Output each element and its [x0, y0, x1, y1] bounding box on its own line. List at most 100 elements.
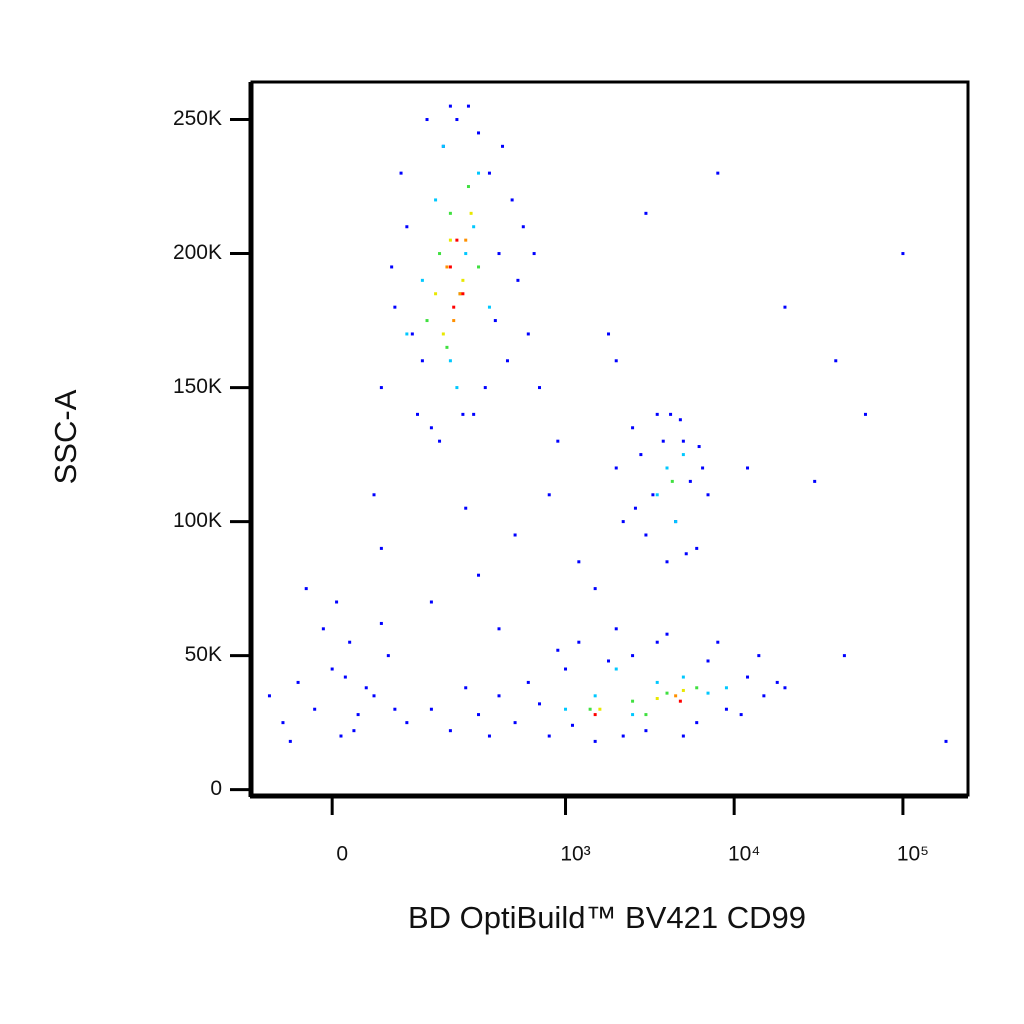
point	[834, 359, 838, 363]
point	[695, 721, 699, 725]
point	[501, 144, 505, 148]
point	[639, 453, 643, 457]
point	[458, 292, 462, 296]
point	[681, 688, 685, 692]
point	[526, 332, 530, 336]
point	[483, 386, 487, 390]
point	[739, 713, 743, 717]
point	[706, 691, 710, 695]
point	[813, 479, 817, 483]
point	[466, 185, 470, 189]
x-tick-label: 10⁵	[897, 843, 929, 866]
point	[379, 386, 383, 390]
point	[842, 654, 846, 658]
point	[455, 386, 459, 390]
point	[296, 680, 300, 684]
point	[644, 533, 648, 537]
point	[944, 739, 948, 743]
point	[464, 252, 468, 256]
point	[343, 675, 347, 679]
point	[386, 654, 390, 658]
point	[477, 265, 481, 269]
point	[669, 412, 673, 416]
point	[513, 721, 517, 725]
point	[633, 506, 637, 510]
point	[665, 560, 669, 564]
point	[593, 739, 597, 743]
point	[706, 493, 710, 497]
point	[461, 412, 465, 416]
point	[477, 713, 481, 717]
y-tick-label: 50K	[185, 643, 222, 666]
point	[429, 426, 433, 430]
point	[783, 686, 787, 690]
point	[661, 439, 665, 443]
point	[614, 667, 618, 671]
point	[477, 573, 481, 577]
point	[695, 546, 699, 550]
point	[330, 667, 334, 671]
point	[448, 211, 452, 215]
point	[281, 721, 285, 725]
point	[621, 734, 625, 738]
point	[416, 412, 420, 416]
point	[372, 694, 376, 698]
point	[674, 520, 678, 524]
point	[670, 479, 674, 483]
point	[469, 211, 473, 215]
point	[556, 648, 560, 652]
point	[547, 734, 551, 738]
point	[701, 466, 705, 470]
point	[452, 319, 456, 323]
point	[420, 359, 424, 363]
point	[487, 734, 491, 738]
point	[304, 587, 308, 591]
point	[464, 686, 468, 690]
point	[434, 292, 438, 296]
point	[441, 332, 445, 336]
point	[655, 412, 659, 416]
point	[724, 707, 728, 711]
point	[783, 305, 787, 309]
point	[445, 265, 449, 269]
point	[513, 533, 517, 537]
point	[665, 632, 669, 636]
point	[716, 171, 720, 175]
point	[372, 493, 376, 497]
point	[678, 418, 682, 422]
point	[335, 600, 339, 604]
point	[593, 713, 597, 717]
point	[339, 734, 343, 738]
y-tick-label: 250K	[173, 107, 222, 130]
point	[631, 699, 635, 703]
point	[464, 238, 468, 242]
point	[665, 466, 669, 470]
point	[321, 627, 325, 631]
point	[614, 627, 618, 631]
point	[487, 171, 491, 175]
point	[521, 225, 525, 229]
point	[697, 445, 701, 449]
point	[390, 265, 394, 269]
point	[487, 305, 491, 309]
point	[472, 412, 476, 416]
point	[644, 729, 648, 733]
point	[564, 667, 568, 671]
point	[441, 144, 445, 148]
point	[593, 694, 597, 698]
point	[364, 686, 368, 690]
point	[556, 439, 560, 443]
point	[526, 680, 530, 684]
point	[631, 426, 635, 430]
point	[724, 686, 728, 690]
plot-frame	[250, 80, 970, 797]
x-tick-label: 10⁴	[728, 843, 760, 866]
point	[678, 699, 682, 703]
point	[564, 707, 568, 711]
point	[497, 694, 501, 698]
point	[425, 319, 429, 323]
point	[655, 640, 659, 644]
point	[348, 640, 352, 644]
point	[762, 694, 766, 698]
points	[267, 104, 948, 743]
